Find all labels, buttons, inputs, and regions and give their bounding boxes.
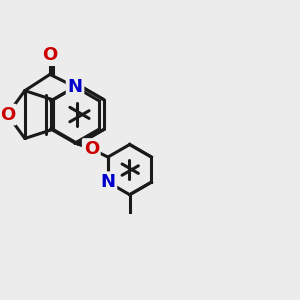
Text: N: N [100, 173, 116, 191]
Text: O: O [42, 46, 58, 64]
Text: O: O [84, 140, 99, 158]
Text: N: N [68, 78, 82, 96]
Text: O: O [0, 106, 15, 124]
